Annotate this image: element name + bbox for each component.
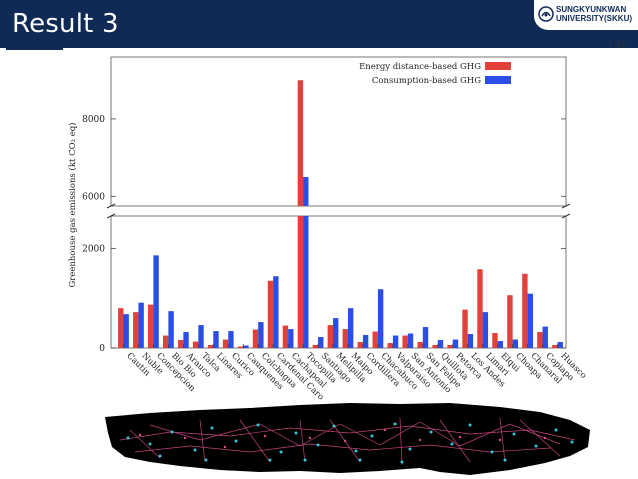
- bar-energy: [462, 309, 468, 348]
- bar-consumption: [437, 340, 444, 348]
- bar-energy: [447, 345, 453, 348]
- bar-energy-lower: [297, 216, 304, 348]
- bar-energy: [192, 341, 199, 348]
- bar-energy: [282, 325, 289, 348]
- bar-consumption: [243, 345, 249, 348]
- legend-label: Consumption-based GHG: [372, 76, 481, 86]
- university-emblem-icon: [538, 6, 554, 22]
- page-total: 47: [614, 40, 626, 51]
- bar-consumption: [258, 322, 264, 348]
- bar-consumption: [333, 318, 339, 348]
- axis-break-mark: [561, 203, 571, 209]
- bar-energy: [372, 331, 378, 348]
- bar-energy: [417, 342, 423, 348]
- axis-break-mark: [106, 203, 116, 209]
- bar-consumption: [377, 289, 384, 348]
- university-logo: SUNGKYUNKWAN UNIVERSITY(SKKU): [534, 0, 638, 30]
- ghg-bar-chart: 0 2000 6000 8000 Greenhouse gas emissions (k…: [67, 56, 588, 400]
- bar-energy: [357, 342, 363, 348]
- bar-consumption: [198, 325, 204, 348]
- bar-energy: [312, 345, 319, 348]
- page-number: 44 / 47: [595, 40, 626, 51]
- bar-consumption: [407, 333, 414, 348]
- bar-consumption: [153, 255, 159, 348]
- bar-consumption: [183, 332, 189, 348]
- bar-consumption: [213, 331, 219, 348]
- bar-energy: [522, 273, 528, 348]
- bar-consumption: [392, 335, 399, 348]
- legend-label: Energy distance-based GHG: [359, 62, 481, 72]
- bar-energy: [387, 343, 393, 348]
- bar-energy: [133, 312, 139, 348]
- plot-frame-lower: [110, 215, 567, 349]
- bar-energy: [492, 333, 498, 348]
- bar-consumption: [168, 311, 174, 348]
- logo-text: SUNGKYUNKWAN UNIVERSITY(SKKU): [556, 5, 632, 23]
- slide-header: Result 3 SUNGKYUNKWAN UNIVERSITY(SKKU): [0, 0, 638, 48]
- bar-energy: [327, 325, 334, 348]
- bar-consumption: [362, 335, 369, 348]
- y-axis-label: Greenhouse gas emissions (kt CO₂ eq): [67, 123, 78, 288]
- bar-energy: [162, 335, 169, 348]
- bar-energy: [118, 308, 124, 348]
- page-separator: /: [609, 40, 613, 51]
- bar-consumption: [138, 302, 144, 348]
- bar-energy: [267, 280, 274, 348]
- bar-consumption: [467, 334, 474, 348]
- bar-consumption: [497, 341, 504, 348]
- bar-consumption: [422, 327, 429, 348]
- bar-consumption: [347, 308, 354, 348]
- y-tick-label: 8000: [82, 115, 105, 125]
- bar-consumption: [318, 337, 324, 348]
- bar-consumption-upper: [303, 176, 309, 206]
- slide-title: Result 3: [12, 9, 119, 39]
- bar-energy: [207, 345, 214, 348]
- bar-consumption: [123, 314, 129, 348]
- bar-energy: [402, 335, 408, 348]
- bar-consumption: [527, 293, 533, 348]
- bar-consumption: [542, 326, 548, 348]
- bar-consumption: [288, 329, 294, 348]
- bar-energy-upper: [297, 80, 304, 206]
- bar-energy: [537, 332, 543, 348]
- logo-line-1: SUNGKYUNKWAN: [556, 5, 627, 14]
- page-current: 44: [595, 40, 607, 51]
- bar-consumption: [512, 339, 519, 348]
- bar-energy: [177, 340, 184, 348]
- bar-energy: [148, 304, 154, 348]
- bar-energy: [237, 346, 244, 348]
- bar-consumption: [228, 331, 234, 348]
- bar-consumption: [452, 339, 459, 348]
- axis-break-mark: [106, 213, 116, 219]
- axis-break-mark: [561, 213, 571, 219]
- bar-consumption-lower: [303, 216, 309, 348]
- bar-energy: [342, 329, 348, 348]
- bar-energy: [552, 345, 558, 348]
- bar-consumption: [482, 312, 489, 348]
- legend-swatch: [485, 76, 511, 84]
- bar-energy: [432, 345, 438, 348]
- bar-energy: [507, 295, 513, 348]
- bar-consumption: [273, 276, 279, 348]
- bar-consumption: [557, 342, 563, 348]
- y-tick-label: 2000: [82, 244, 105, 254]
- bar-energy: [252, 329, 259, 348]
- y-tick-label: 0: [99, 344, 105, 354]
- bar-energy: [477, 269, 483, 348]
- legend-swatch: [485, 62, 511, 70]
- bar-energy: [222, 339, 229, 348]
- plot-frame-upper: [110, 56, 567, 207]
- title-underline: [6, 48, 63, 50]
- logo-line-2: UNIVERSITY(SKKU): [556, 14, 633, 23]
- y-tick-label: 6000: [82, 192, 105, 202]
